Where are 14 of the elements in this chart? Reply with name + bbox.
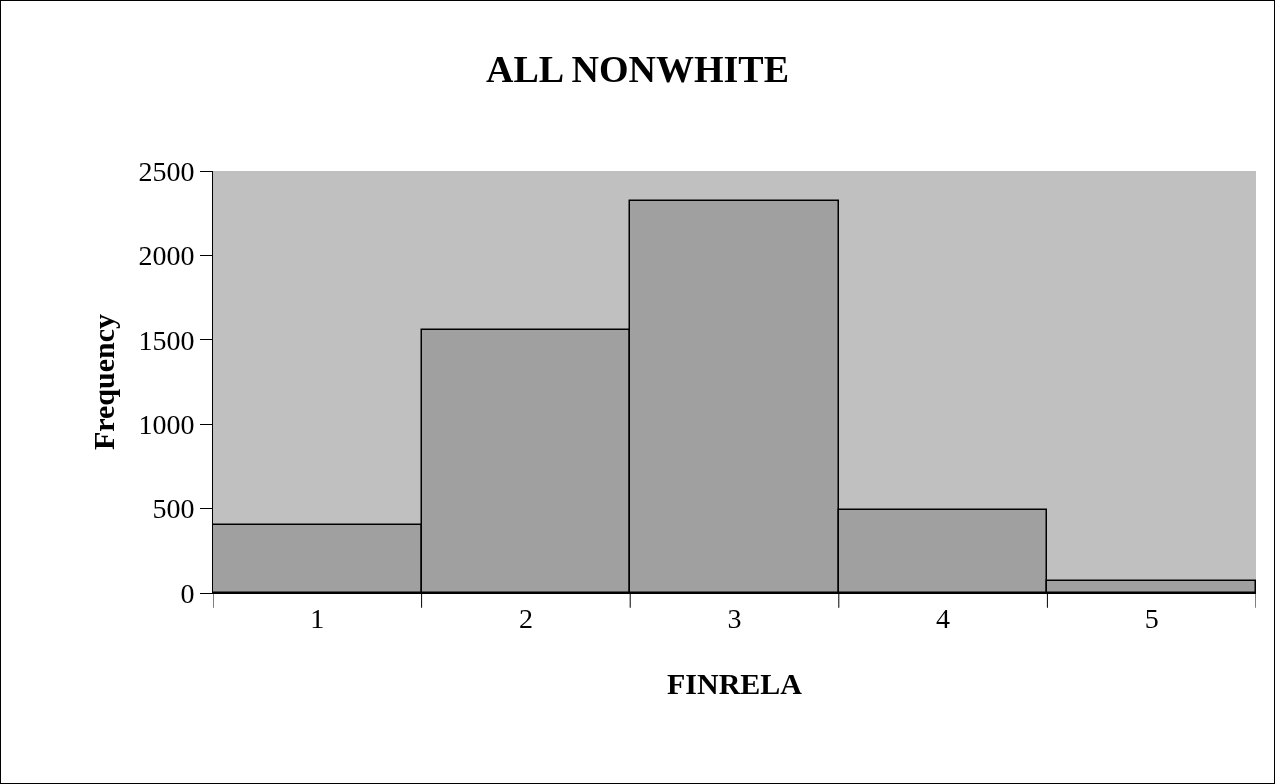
y-tick-label: 0 (180, 577, 195, 609)
x-axis-title: FINRELA (666, 667, 803, 701)
x-tick-label: 1 (310, 602, 325, 634)
chart-title: ALL NONWHITE (485, 48, 790, 91)
y-tick-label: 500 (152, 493, 195, 525)
y-tick-label: 1000 (138, 409, 195, 440)
y-tick-label: 1500 (138, 324, 195, 356)
x-tick-label: 4 (936, 602, 951, 634)
y-tick-label: 2000 (138, 240, 195, 272)
x-tick-label: 2 (518, 602, 533, 634)
x-tick-label: 3 (727, 602, 742, 634)
y-tick-label: 2500 (138, 155, 195, 187)
x-tick-label: 5 (1144, 602, 1159, 634)
y-axis-title: Frequency (87, 313, 121, 451)
